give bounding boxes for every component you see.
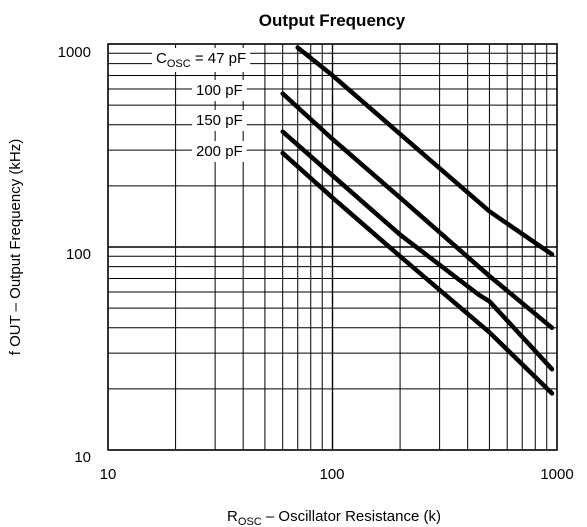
legend-label-background — [152, 48, 251, 72]
series-layer — [280, 45, 555, 396]
x-axis-label: ROSC – Oscillator Resistance (k) — [227, 508, 441, 527]
x-axis-label-main: R — [227, 508, 238, 525]
legend-label-47pf-sub: OSC — [167, 58, 191, 70]
x-tick-100: 100 — [319, 466, 344, 483]
series-line-1 — [295, 45, 555, 257]
chart-title: Output Frequency — [259, 11, 406, 30]
grid — [108, 44, 557, 450]
series-line-3 — [280, 129, 555, 372]
legend-label-200pf: 200 pF — [196, 143, 243, 160]
y-tick-10: 10 — [74, 449, 91, 466]
series-line-2 — [280, 91, 555, 331]
x-axis-label-sub: OSC — [238, 516, 262, 527]
legend-label-150pf: 150 pF — [196, 112, 243, 129]
legend-label-background — [192, 110, 247, 131]
series-line-4 — [280, 150, 555, 396]
x-axis-label-rest: – Oscillator Resistance (k) — [262, 508, 441, 525]
legend-label-background — [192, 141, 247, 162]
x-tick-1000: 1000 — [540, 466, 573, 483]
legend-label-background — [192, 80, 247, 101]
legend-label-47pf-prefix: C — [156, 50, 167, 67]
plot-frame — [107, 43, 558, 451]
y-axis-label: f OUT – Output Frequency (kHz) — [7, 139, 24, 355]
legend-label-47pf: COSC = 47 pF — [156, 50, 246, 70]
y-tick-100: 100 — [66, 246, 91, 263]
legend-label-47pf-rest: = 47 pF — [191, 50, 246, 67]
y-tick-1000: 1000 — [58, 44, 91, 61]
x-tick-10: 10 — [100, 466, 117, 483]
legend-label-100pf: 100 pF — [196, 82, 243, 99]
